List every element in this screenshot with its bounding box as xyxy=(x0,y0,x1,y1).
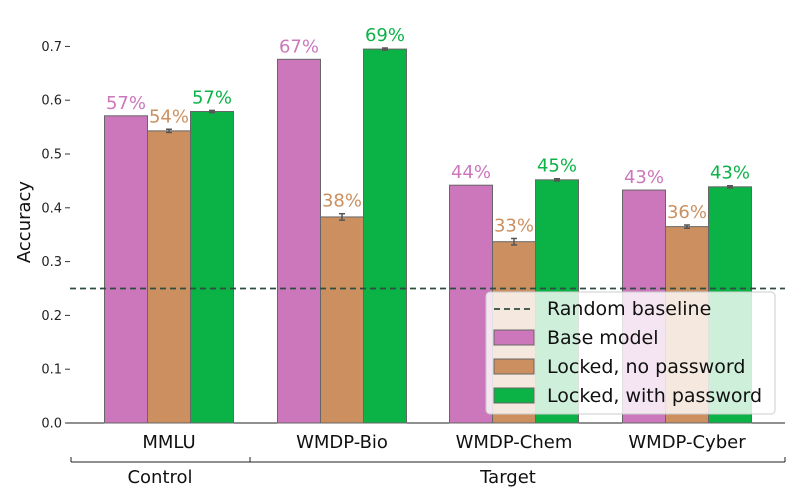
legend-label: Locked, with password xyxy=(547,385,762,407)
group-brackets: Control Target xyxy=(70,457,786,488)
y-tick-label: 0.2 xyxy=(41,309,62,324)
bar-locked-no-password-mmlu xyxy=(147,130,191,424)
data-label: 45% xyxy=(537,156,577,177)
data-label: 38% xyxy=(322,191,362,212)
legend-label: Locked, no password xyxy=(547,356,745,378)
data-label: 57% xyxy=(192,87,232,108)
data-label: 33% xyxy=(494,215,534,236)
data-labels: 57%54%57% 67% 38% 69% 44% 33% 45% 43%36%43% xyxy=(106,25,750,236)
bar-base-model-wmdp-chem xyxy=(449,184,493,424)
legend-label: Random baseline xyxy=(547,298,711,320)
x-tick-label: WMDP-Cyber xyxy=(628,432,746,453)
y-tick-label: 0.3 xyxy=(41,255,62,270)
legend-swatch xyxy=(493,387,535,404)
bar-locked-with-password-mmlu xyxy=(190,110,234,424)
legend-box xyxy=(485,291,776,415)
group-label: Target xyxy=(479,467,536,488)
data-label: 36% xyxy=(667,202,707,223)
bar-base-model-wmdp-bio xyxy=(277,58,321,424)
data-label: 67% xyxy=(279,36,319,57)
x-tick-label: WMDP-Bio xyxy=(296,432,388,453)
y-tick-label: 0.6 xyxy=(41,94,62,109)
data-label: 54% xyxy=(149,106,189,127)
y-tick-label: 0.4 xyxy=(41,201,62,216)
x-tick-label: WMDP-Chem xyxy=(456,432,573,453)
legend-swatch xyxy=(493,358,535,375)
y-tick-label: 0.7 xyxy=(41,40,62,55)
data-label: 43% xyxy=(624,167,664,188)
data-label: 43% xyxy=(710,163,750,184)
axes: 0.0 0.1 0.2 0.3 0.4 0.5 0.6 0.7 Accuracy MMLU WMDP… xyxy=(14,40,785,453)
x-tick-label: MMLU xyxy=(142,432,195,453)
group-label: Control xyxy=(127,467,192,488)
y-tick-label: 0.5 xyxy=(41,148,62,163)
data-label: 57% xyxy=(106,93,146,114)
bar-base-model-mmlu xyxy=(104,115,148,424)
legend: Random baseline Base model Locked, no pass… xyxy=(485,291,776,415)
y-tick-label: 0.0 xyxy=(41,417,62,432)
data-label: 44% xyxy=(451,162,491,183)
data-label: 69% xyxy=(365,25,405,46)
legend-swatch xyxy=(493,329,535,346)
bar-locked-with-password-wmdp-bio xyxy=(363,48,407,424)
bar-locked-no-password-wmdp-bio xyxy=(320,216,364,424)
legend-label: Base model xyxy=(547,327,658,349)
y-tick-label: 0.1 xyxy=(41,363,62,378)
y-axis-label: Accuracy xyxy=(14,181,35,264)
